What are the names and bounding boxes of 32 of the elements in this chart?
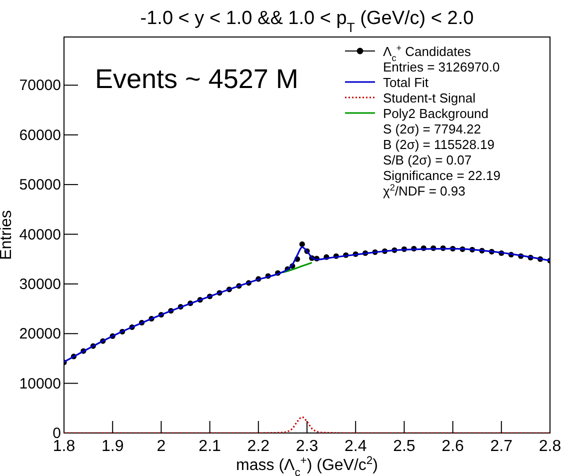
x-axis-title: mass (Λ$_{c}$$^{+}$) (GeV/c$^{2}$) xyxy=(236,455,378,476)
x-tick-label: 2.4 xyxy=(344,438,367,455)
y-tick-label: 60000 xyxy=(19,126,61,144)
x-tick-label: 2.8 xyxy=(538,438,562,455)
line-series xyxy=(282,262,313,274)
x-tick-label: 2 xyxy=(156,438,166,455)
x-tick-label: 2.2 xyxy=(247,438,270,455)
y-tick-label: 10000 xyxy=(19,375,61,392)
annotation: Significance = 22.19 xyxy=(383,168,500,183)
x-tick-label: 2.7 xyxy=(490,438,513,455)
annotation: S/B (2σ) = 0.07 xyxy=(383,152,472,168)
y-tick-label: 50000 xyxy=(19,176,61,194)
x-tick-label: 1.8 xyxy=(52,438,76,455)
x-tick-label: 2.6 xyxy=(442,438,464,455)
point xyxy=(299,241,305,247)
line-series xyxy=(64,416,550,433)
chart-title: -1.0 < y < 1.0 && 1.0 < p$_{T}$ (GeV/c) < 2.0 xyxy=(140,8,474,34)
y-tick-label: 20000 xyxy=(19,326,61,343)
annotation: Events ~ 4527 M xyxy=(95,64,298,94)
y-tick-label: 40000 xyxy=(19,226,61,244)
annotation: χ$^{2}$/NDF = 0.93 xyxy=(383,182,466,198)
x-tick-label: 2.3 xyxy=(296,438,318,455)
legend-label: Poly2 Background xyxy=(383,106,489,121)
legend-label: Student-t Signal xyxy=(383,90,476,106)
legend-label: Total Fit xyxy=(383,75,429,90)
x-tick-label: 2.1 xyxy=(198,438,222,455)
y-tick-label: 30000 xyxy=(19,276,61,293)
annotation: B (2σ) = 115528.19 xyxy=(383,137,494,152)
x-tick-label: 1.9 xyxy=(101,438,124,455)
x-tick-label: 2.5 xyxy=(393,438,416,455)
y-tick-label: 70000 xyxy=(19,77,61,94)
annotation: S (2σ) = 7794.22 xyxy=(383,122,482,136)
